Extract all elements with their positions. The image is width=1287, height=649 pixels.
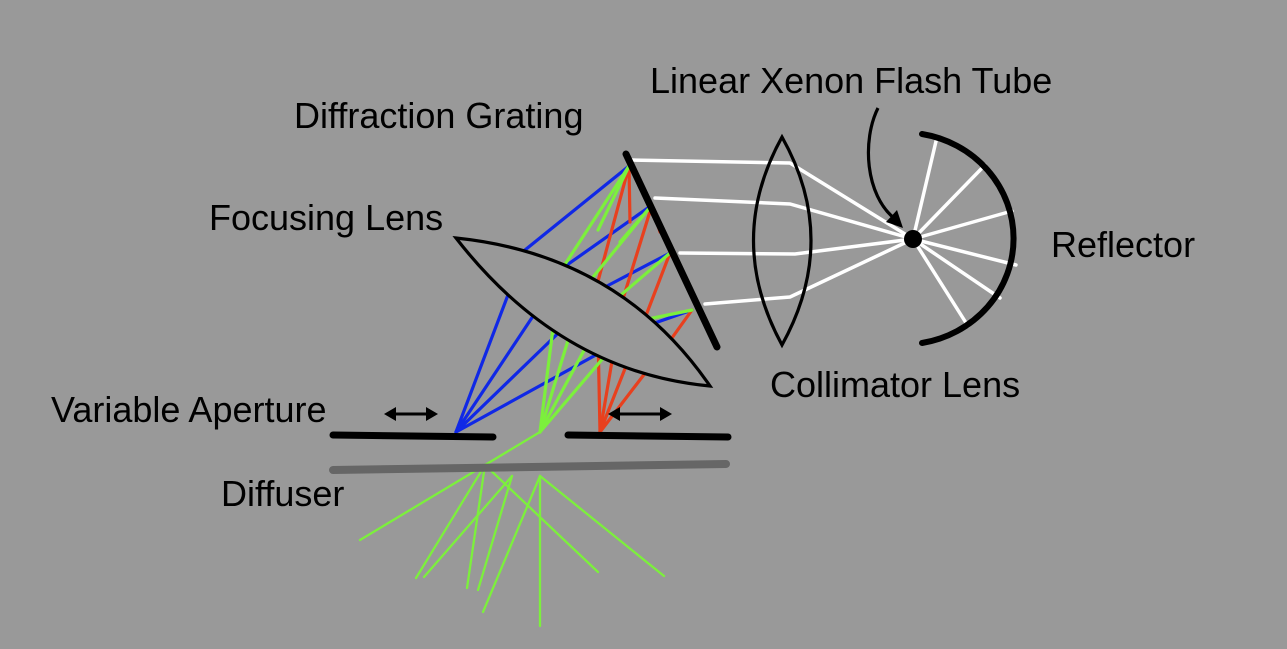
focusing-lens [452, 236, 714, 388]
diffraction-grating [622, 150, 721, 351]
label-reflector: Reflector [1051, 224, 1195, 265]
label-collimator-lens: Collimator Lens [770, 364, 1020, 405]
collimator-lens [751, 133, 813, 349]
double-arrow-icon [384, 407, 438, 421]
label-diffuser: Diffuser [221, 473, 344, 514]
double-arrow-icon [608, 407, 672, 421]
label-variable-aperture: Variable Aperture [51, 389, 327, 430]
label-focusing-lens: Focusing Lens [209, 197, 443, 238]
aperture-plate-right [564, 431, 732, 441]
reflector-rays [911, 135, 1018, 328]
white-light-beams [629, 158, 915, 306]
aperture-plate-left [329, 431, 497, 441]
reflector [919, 131, 1017, 346]
xenon-lamp-icon [904, 230, 922, 248]
flash-tube-pointer-arrow [866, 107, 903, 228]
label-flash-tube: Linear Xenon Flash Tube [650, 60, 1052, 101]
label-diffraction-grating: Diffraction Grating [294, 95, 583, 136]
diffuser-plate [329, 460, 730, 474]
diffused-green-rays [358, 430, 666, 628]
